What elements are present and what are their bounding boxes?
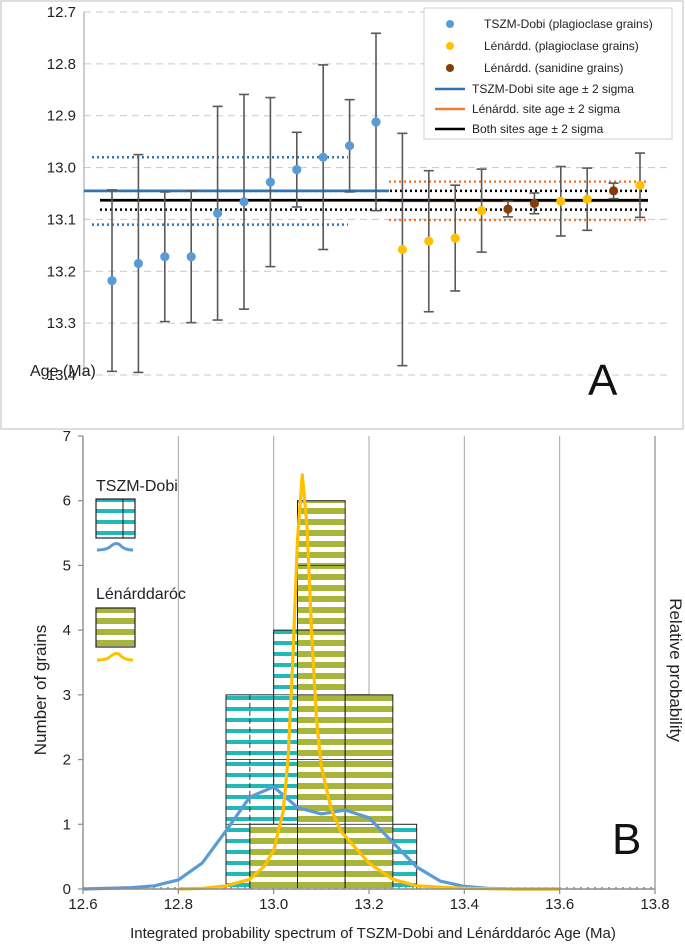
legend-marker-tszm-plag bbox=[446, 20, 454, 28]
legend-b-label-tszm: TSZM-Dobi bbox=[96, 478, 178, 495]
ytick-a-label: 12.9 bbox=[47, 108, 76, 125]
ytick-b-label: 2 bbox=[63, 752, 71, 769]
data-point-lenardd-plag bbox=[582, 194, 592, 204]
probability-curve-lenardd bbox=[178, 473, 560, 891]
legend-label-tszm-plag: TSZM-Dobi (plagioclase grains) bbox=[484, 17, 653, 31]
ytick-a-label: 13.3 bbox=[47, 315, 76, 332]
legend: TSZM-Dobi (plagioclase grains) Lénárdd. … bbox=[423, 7, 673, 140]
legend-item-both-site: Both sites age ± 2 sigma bbox=[435, 122, 604, 136]
data-point-tszm-plag bbox=[133, 258, 143, 269]
ytick-b-label: 6 bbox=[63, 493, 71, 510]
data-point-lenardd-plag bbox=[477, 206, 487, 216]
panel-b-ylabel-right: Relative probability bbox=[666, 598, 685, 742]
ytick-b-label: 1 bbox=[63, 816, 71, 833]
xtick-b-label: 13.2 bbox=[354, 896, 383, 913]
xtick-b-label: 12.8 bbox=[164, 896, 193, 913]
xtick-b-label: 13.6 bbox=[545, 896, 574, 913]
data-point-lenardd-plag bbox=[635, 180, 645, 190]
legend-b-label-len: Lénárddaróc bbox=[96, 586, 186, 603]
panel-a-letter: A bbox=[588, 356, 618, 405]
data-point-tszm-plag bbox=[292, 165, 302, 175]
ytick-b-label: 3 bbox=[63, 687, 71, 704]
ytick-b-label: 4 bbox=[63, 622, 71, 639]
data-point-lenardd-plag bbox=[556, 196, 566, 206]
data-point-lenardd-san bbox=[609, 186, 619, 196]
panel-a-ylabel: Age (Ma) bbox=[30, 363, 96, 380]
panel-b-xlabel: Integrated probability spectrum of TSZM-… bbox=[130, 925, 616, 942]
xtick-b-label: 13.4 bbox=[450, 896, 479, 913]
data-point-lenardd-plag bbox=[424, 236, 434, 246]
ytick-a-label: 13.1 bbox=[47, 211, 76, 228]
legend-b-swatch-tszm bbox=[95, 498, 136, 539]
data-point-tszm-plag bbox=[107, 276, 117, 286]
data-point-lenardd-plag bbox=[450, 233, 460, 243]
histogram-bar-lenardd bbox=[344, 694, 394, 890]
legend-label-lenardd-san: Lénárdd. (sanidine grains) bbox=[484, 61, 623, 75]
histogram-bar-lenardd bbox=[249, 823, 298, 890]
data-point-tszm-plag bbox=[371, 117, 381, 127]
ytick-b-label: 0 bbox=[63, 881, 71, 898]
legend-label-both-site: Both sites age ± 2 sigma bbox=[472, 122, 604, 136]
data-point-tszm-plag bbox=[318, 152, 328, 162]
data-point-lenardd-san bbox=[529, 198, 540, 208]
legend-marker-lenardd-plag bbox=[446, 42, 454, 50]
data-point-tszm-plag bbox=[345, 141, 355, 151]
xtick-b-label: 13.0 bbox=[259, 896, 288, 913]
ytick-b-label: 7 bbox=[63, 428, 71, 445]
ytick-a-label: 13.2 bbox=[47, 263, 76, 280]
ytick-a-label: 13.4 bbox=[47, 367, 76, 384]
ytick-a-label: 12.7 bbox=[47, 4, 76, 21]
ytick-a-label: 12.8 bbox=[47, 56, 76, 73]
legend-item-lenardd-site: Lénárdd. site age ± 2 sigma bbox=[435, 102, 620, 116]
legend-item-lenardd-plag: Lénárdd. (plagioclase grains) bbox=[446, 39, 639, 53]
data-point-tszm-plag bbox=[186, 252, 196, 262]
legend-b-curve-tszm bbox=[96, 542, 134, 552]
data-point-lenardd-plag bbox=[397, 244, 407, 255]
histogram-legend: TSZM-Dobi Lénárddaróc bbox=[95, 478, 186, 662]
data-point-lenardd-san bbox=[503, 204, 513, 214]
legend-box bbox=[423, 7, 673, 140]
data-point-tszm-plag bbox=[239, 197, 249, 207]
panel-b: 12.6 12.8 13.0 13.2 13.4 13.6 13.8 0 1 2 3 4 5 6 7 Num… bbox=[31, 428, 685, 942]
panel-b-letter: B bbox=[612, 815, 641, 864]
data-point-tszm-plag bbox=[213, 208, 223, 218]
legend-b-curve-len bbox=[96, 652, 134, 662]
legend-item-tszm-site: TSZM-Dobi site age ± 2 sigma bbox=[435, 82, 634, 96]
legend-label-lenardd-plag: Lénárdd. (plagioclase grains) bbox=[484, 39, 639, 53]
legend-label-tszm-site: TSZM-Dobi site age ± 2 sigma bbox=[472, 82, 634, 96]
ytick-a-label: 13.0 bbox=[47, 160, 76, 177]
legend-label-lenardd-site: Lénárdd. site age ± 2 sigma bbox=[472, 102, 620, 116]
data-point-tszm-plag bbox=[160, 252, 170, 262]
data-point-tszm-plag bbox=[265, 177, 275, 187]
legend-marker-lenardd-san bbox=[446, 64, 454, 72]
legend-item-lenardd-san: Lénárdd. (sanidine grains) bbox=[446, 61, 623, 75]
legend-b-swatch-len bbox=[95, 607, 136, 648]
xtick-b-label: 13.8 bbox=[640, 896, 669, 913]
panel-a: 12.7 12.8 12.9 13.0 13.1 13.2 13.3 13.4 Age (Ma… bbox=[0, 0, 684, 430]
legend-item-tszm-plag: TSZM-Dobi (plagioclase grains) bbox=[446, 17, 653, 31]
ytick-b-label: 5 bbox=[63, 557, 71, 574]
xtick-b-label: 12.6 bbox=[68, 896, 97, 913]
panel-b-ylabel: Number of grains bbox=[31, 625, 50, 755]
